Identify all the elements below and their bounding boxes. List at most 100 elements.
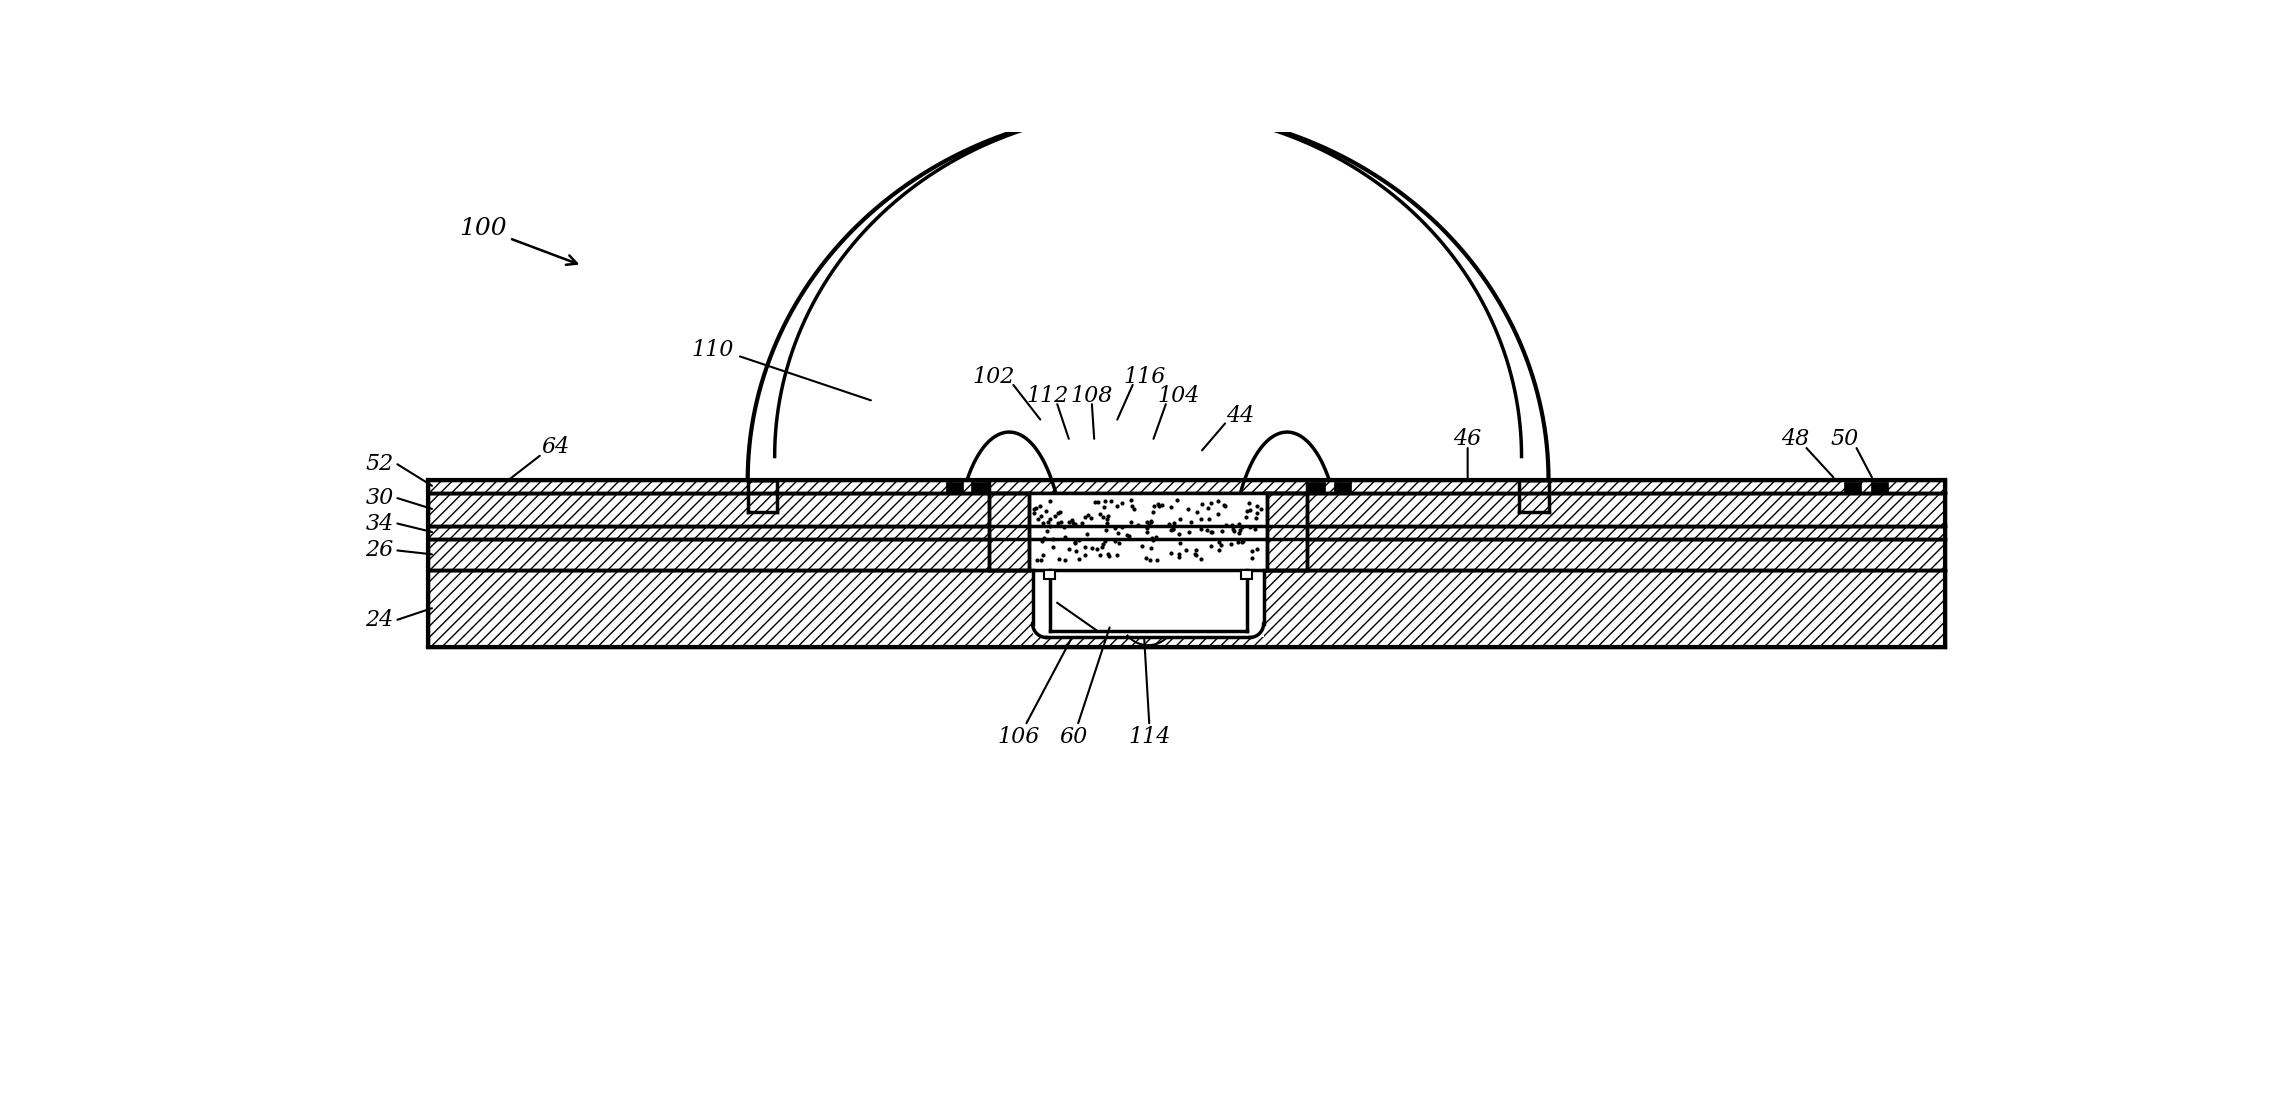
Point xyxy=(1086,535,1122,553)
Point xyxy=(1113,492,1149,510)
Point xyxy=(1242,500,1279,517)
Point xyxy=(1195,524,1231,542)
Point xyxy=(1015,500,1051,517)
Point xyxy=(1129,520,1165,537)
Text: 60: 60 xyxy=(1061,628,1111,748)
Point xyxy=(1220,515,1256,533)
Point xyxy=(1086,499,1122,516)
Point xyxy=(1056,515,1092,533)
Point xyxy=(1133,529,1170,547)
Point xyxy=(1199,492,1235,510)
Point xyxy=(1215,522,1251,539)
Point xyxy=(1233,542,1269,559)
Bar xyxy=(429,480,1944,493)
Point xyxy=(1208,516,1245,534)
Point xyxy=(1179,503,1215,521)
Point xyxy=(1133,513,1170,531)
Point xyxy=(1170,500,1206,517)
Point xyxy=(1131,550,1167,568)
Bar xyxy=(1045,570,1056,579)
Point xyxy=(1022,507,1058,525)
Text: 104: 104 xyxy=(1158,385,1199,407)
Point xyxy=(1088,514,1124,532)
Point xyxy=(1233,501,1269,518)
Bar xyxy=(1871,482,1887,493)
Point xyxy=(1204,523,1240,540)
Point xyxy=(1156,514,1192,532)
Text: 52: 52 xyxy=(366,453,393,475)
Point xyxy=(1051,539,1088,557)
Text: 110: 110 xyxy=(693,340,734,362)
Point xyxy=(1017,500,1054,517)
Point xyxy=(1238,497,1274,515)
Text: 26: 26 xyxy=(366,539,393,561)
Point xyxy=(1115,497,1151,515)
Point xyxy=(1097,533,1133,550)
Point xyxy=(1138,528,1174,546)
Point xyxy=(1040,514,1076,532)
Bar xyxy=(1242,570,1251,579)
Point xyxy=(1224,533,1260,550)
Point xyxy=(1226,508,1263,526)
Point xyxy=(1131,516,1167,534)
Point xyxy=(1215,520,1251,537)
Text: 46: 46 xyxy=(1453,428,1481,450)
Point xyxy=(1090,511,1126,528)
Text: 24: 24 xyxy=(366,609,393,631)
Text: 44: 44 xyxy=(1226,405,1254,427)
Point xyxy=(1240,540,1276,558)
Bar xyxy=(429,539,1944,570)
Point xyxy=(1111,527,1147,545)
Point xyxy=(1222,522,1258,539)
Point xyxy=(1024,514,1061,532)
Point xyxy=(1156,520,1192,537)
Point xyxy=(1172,514,1208,532)
Point xyxy=(1192,537,1229,555)
Point xyxy=(1224,533,1260,550)
Point xyxy=(1220,533,1256,550)
Text: 50: 50 xyxy=(1830,428,1860,450)
Bar xyxy=(1844,482,1862,493)
Point xyxy=(1067,538,1104,556)
Point xyxy=(1031,511,1067,528)
Point xyxy=(1070,525,1106,543)
Point xyxy=(1061,550,1097,568)
Point xyxy=(1076,493,1113,511)
Point xyxy=(1167,540,1204,558)
Bar xyxy=(1333,482,1351,493)
Point xyxy=(1206,495,1242,513)
Point xyxy=(1054,514,1090,532)
Point xyxy=(1022,550,1058,568)
Point xyxy=(1104,494,1140,512)
Text: 108: 108 xyxy=(1070,385,1113,407)
Point xyxy=(1086,508,1122,526)
Bar xyxy=(429,570,1944,646)
Point xyxy=(1083,538,1120,556)
Point xyxy=(1072,510,1108,527)
Point xyxy=(1061,532,1097,549)
Point xyxy=(1222,524,1258,542)
Point xyxy=(1020,550,1056,568)
Point xyxy=(1183,550,1220,568)
Point xyxy=(1140,497,1176,515)
Point xyxy=(1158,491,1195,508)
Point xyxy=(1108,526,1145,544)
Point xyxy=(1192,523,1229,540)
Point xyxy=(1231,518,1267,536)
Point xyxy=(1081,493,1117,511)
Point xyxy=(1081,505,1117,523)
Point xyxy=(1029,502,1065,520)
Point xyxy=(1179,540,1215,558)
Point xyxy=(1067,508,1104,526)
Point xyxy=(1090,545,1126,563)
Point xyxy=(1133,539,1170,557)
Point xyxy=(1047,518,1083,536)
Point xyxy=(1040,504,1076,522)
Point xyxy=(1099,496,1136,514)
Point xyxy=(1126,549,1163,567)
Point xyxy=(1140,495,1176,513)
Point xyxy=(1047,528,1083,546)
Point xyxy=(1136,497,1172,515)
Point xyxy=(1183,495,1220,513)
Point xyxy=(1088,532,1124,549)
